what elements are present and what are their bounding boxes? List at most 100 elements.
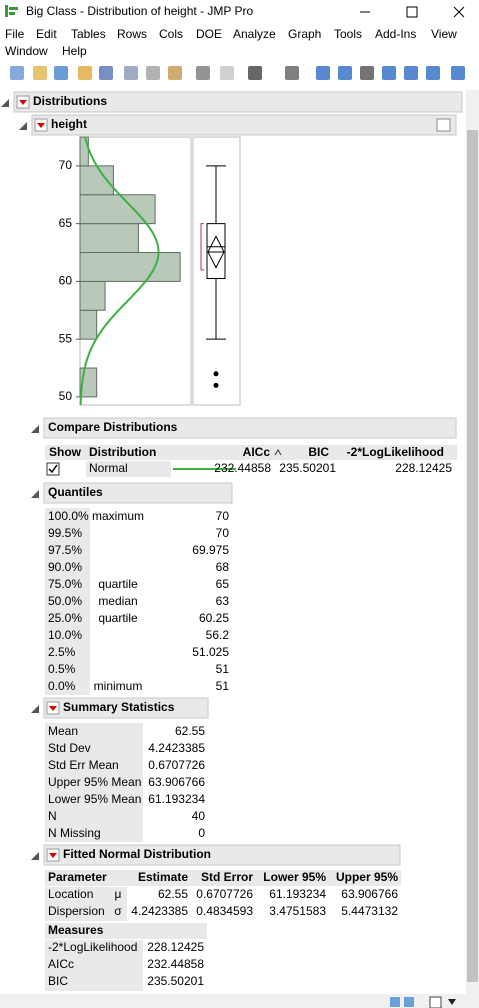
table-cell: N [48, 809, 57, 823]
toolbar-button[interactable] [338, 66, 352, 80]
status-dropdown[interactable] [448, 999, 456, 1005]
table-cell: 5.4473132 [341, 904, 398, 918]
toolbar-button[interactable] [33, 66, 47, 80]
table-cell: 40 [192, 809, 206, 823]
table-cell: 61.193234 [269, 887, 326, 901]
menu-item[interactable]: Rows [117, 27, 147, 41]
menu-item[interactable]: Tools [334, 27, 362, 41]
table-cell: 3.4751583 [269, 904, 326, 918]
table-cell: -2*LogLikelihood [48, 940, 137, 954]
checkbox[interactable] [46, 462, 60, 476]
bar [79, 309, 98, 340]
status-box[interactable] [429, 996, 442, 1008]
disclosure-triangle[interactable] [1, 99, 9, 107]
toolbar-button[interactable] [196, 66, 210, 80]
normal-curve [79, 136, 160, 406]
toolbar-button[interactable] [451, 66, 465, 80]
cell-bg [45, 887, 127, 921]
toolbar-button[interactable] [10, 66, 24, 80]
section-title: Fitted Normal Distribution [63, 847, 211, 861]
menu-item[interactable]: Help [62, 44, 87, 58]
disclosure-triangle[interactable] [19, 122, 27, 130]
column-header: Distribution [89, 445, 156, 459]
column-header: AICc [243, 445, 271, 459]
disclosure-triangle[interactable] [31, 425, 39, 433]
table-cell: 70 [216, 509, 230, 523]
section-header [43, 417, 457, 439]
toolbar-button[interactable] [124, 66, 138, 80]
section-title: height [51, 117, 87, 131]
toolbar-button[interactable] [248, 66, 262, 80]
toolbar-button[interactable] [316, 66, 330, 80]
toolbar-button[interactable] [426, 66, 440, 80]
toolbar-button[interactable] [285, 66, 299, 80]
cell-bg [45, 940, 143, 991]
table-cell: 51 [216, 662, 230, 676]
y-tick-label: 65 [59, 216, 73, 230]
scrollbar-thumb[interactable] [467, 130, 478, 982]
menu-item[interactable]: Edit [36, 27, 57, 41]
toolbar-button[interactable] [99, 66, 113, 80]
disclosure-triangle[interactable] [31, 490, 39, 498]
toolbar-button[interactable] [78, 66, 92, 80]
disclosure-triangle[interactable] [31, 705, 39, 713]
status-bar [0, 994, 479, 1008]
table-cell: 99.5% [48, 526, 82, 540]
bar [79, 223, 139, 254]
menu-arrow [49, 853, 57, 858]
maximize-button[interactable] [406, 6, 418, 18]
table-cell: 56.2 [206, 628, 230, 642]
cell-bg [86, 461, 171, 477]
section-header [31, 114, 457, 136]
table-header [127, 923, 207, 939]
menu-item[interactable]: DOE [196, 27, 222, 41]
table-cell: 2.5% [48, 645, 76, 659]
table-cell: 0.4834593 [196, 904, 253, 918]
section-title: Summary Statistics [63, 700, 175, 714]
status-icon[interactable] [390, 997, 400, 1007]
table-cell: 63 [216, 594, 230, 608]
table-cell: 100.0% [48, 509, 89, 523]
menu-item[interactable]: Add-Ins [375, 27, 416, 41]
checkmark [48, 464, 58, 474]
table-cell: 4.2423385 [148, 741, 205, 755]
toolbar-button[interactable] [382, 66, 396, 80]
table-cell: μ [115, 887, 122, 901]
table-cell: 63.906766 [148, 775, 205, 789]
toolbar-button[interactable] [360, 66, 374, 80]
table-cell: 62.55 [158, 887, 188, 901]
menu-item[interactable]: Window [5, 44, 48, 58]
disclosure-triangle[interactable] [31, 852, 39, 860]
menu-item[interactable]: Analyze [233, 27, 276, 41]
column-header: Estimate [138, 870, 188, 884]
table-cell: Std Dev [48, 741, 91, 755]
column-header: Lower 95% [263, 870, 326, 884]
table-cell: 235.50201 [279, 461, 336, 475]
table-cell: 70 [216, 526, 230, 540]
toolbar-button[interactable] [404, 66, 418, 80]
table-header [45, 870, 401, 886]
outlier [213, 382, 219, 388]
table-cell: 0 [198, 826, 205, 840]
close-button[interactable] [453, 6, 465, 18]
table-cell: Mean [48, 724, 78, 738]
outlier [213, 371, 219, 377]
menu-item[interactable]: Tables [71, 27, 106, 41]
menu-item[interactable]: Cols [159, 27, 183, 41]
menu-item[interactable]: View [431, 27, 457, 41]
toolbar-button[interactable] [168, 66, 182, 80]
toolbar-button[interactable] [220, 66, 234, 80]
status-icon[interactable] [404, 997, 414, 1007]
table-cell: 0.6707726 [148, 758, 205, 772]
toolbar-button[interactable] [146, 66, 160, 80]
toolbar-button[interactable] [54, 66, 68, 80]
table-cell: 232.44858 [214, 461, 271, 475]
menu-item[interactable]: Graph [288, 27, 321, 41]
header-icon[interactable] [436, 118, 451, 132]
table-cell: Std Err Mean [48, 758, 119, 772]
section-title: Distributions [33, 94, 107, 108]
table-header [45, 923, 127, 939]
menu-arrow [19, 100, 27, 105]
table-cell: 0.0% [48, 679, 76, 693]
menu-item[interactable]: File [5, 27, 25, 41]
